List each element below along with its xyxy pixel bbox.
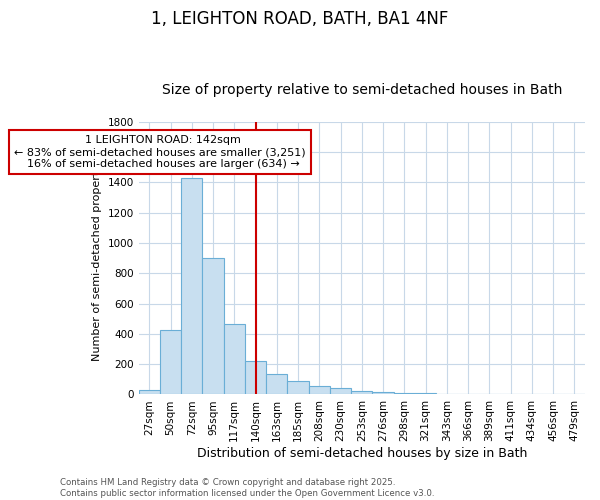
Bar [202,258,224,394]
Y-axis label: Number of semi-detached properties: Number of semi-detached properties [92,155,102,361]
Bar [224,324,245,394]
Bar [287,380,309,394]
Bar [181,178,202,394]
Bar [139,390,160,394]
Bar [266,374,287,394]
Bar [351,390,373,394]
Bar [245,361,266,394]
Text: Contains HM Land Registry data © Crown copyright and database right 2025.
Contai: Contains HM Land Registry data © Crown c… [60,478,434,498]
Bar [160,330,181,394]
Bar [330,388,351,394]
Bar [309,386,330,394]
Text: 1 LEIGHTON ROAD: 142sqm
← 83% of semi-detached houses are smaller (3,251)
  16% : 1 LEIGHTON ROAD: 142sqm ← 83% of semi-de… [14,136,306,168]
Bar [415,393,436,394]
X-axis label: Distribution of semi-detached houses by size in Bath: Distribution of semi-detached houses by … [197,447,527,460]
Title: Size of property relative to semi-detached houses in Bath: Size of property relative to semi-detach… [161,83,562,97]
Bar [373,392,394,394]
Text: 1, LEIGHTON ROAD, BATH, BA1 4NF: 1, LEIGHTON ROAD, BATH, BA1 4NF [151,10,449,28]
Bar [394,392,415,394]
